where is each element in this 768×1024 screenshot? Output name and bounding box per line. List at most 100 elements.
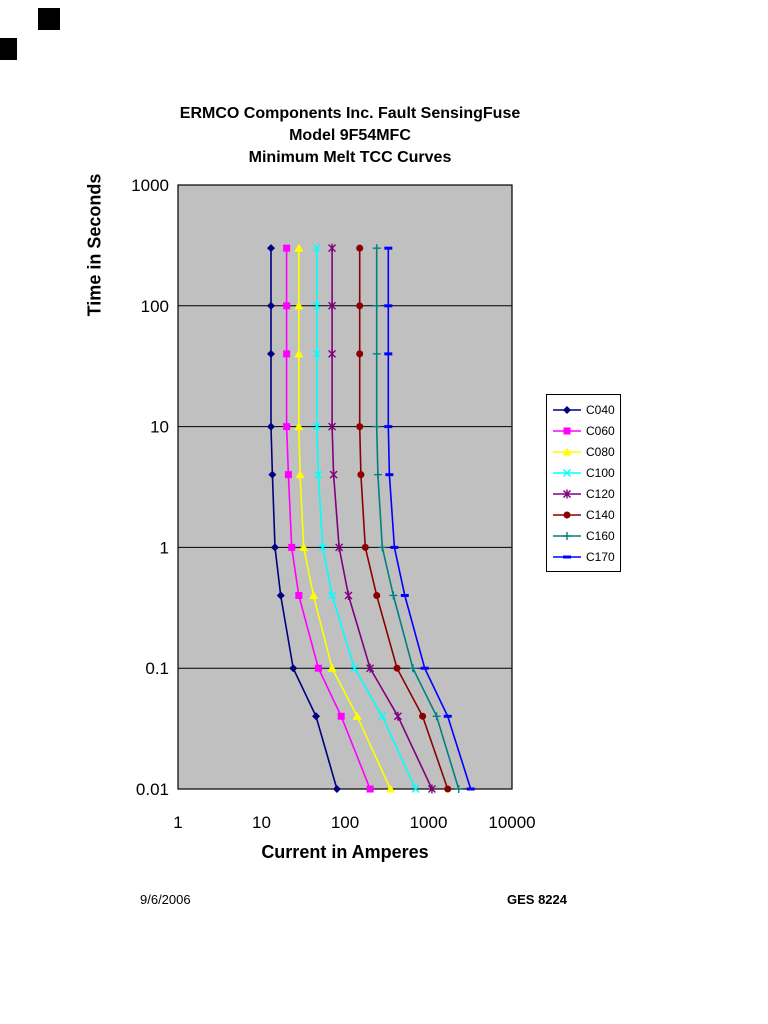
legend-label: C100 [586, 465, 615, 480]
square-marker [283, 244, 291, 252]
plus-marker [372, 349, 381, 358]
plus-marker [378, 543, 387, 552]
plus-marker [372, 301, 381, 310]
scan-artifact-mark [38, 8, 60, 30]
dash-marker [384, 352, 393, 356]
dash-marker [466, 787, 475, 791]
square-marker [295, 591, 303, 599]
legend-sample-c060 [553, 427, 581, 434]
circle-marker [356, 302, 364, 310]
plus-marker [373, 470, 382, 479]
plot-area [177, 184, 513, 790]
diamond-marker [312, 712, 321, 721]
circle-marker [356, 423, 364, 431]
dash-marker [384, 304, 393, 308]
square-marker [284, 471, 292, 479]
y-tick-label: 10 [150, 418, 169, 437]
legend-label: C060 [586, 423, 615, 438]
diamond-marker [267, 422, 276, 431]
footer-date: 9/6/2006 [140, 892, 191, 907]
legend-label: C080 [586, 444, 615, 459]
star-marker [328, 422, 337, 432]
x-tick-label: 1 [173, 813, 182, 832]
x-tick-label: 10 [252, 813, 271, 832]
dash-marker [390, 545, 399, 549]
chart-title-line2: Model 9F54MFC [289, 127, 411, 144]
legend-sample-c140 [553, 511, 581, 518]
x-marker [312, 301, 321, 310]
triangle-marker [295, 470, 305, 479]
triangle-marker [327, 663, 337, 672]
legend-sample-c170 [553, 555, 581, 558]
triangle-marker [309, 590, 319, 599]
square-marker [314, 664, 322, 672]
star-marker [344, 590, 353, 600]
legend-label: C140 [586, 507, 615, 522]
x-marker [328, 591, 337, 600]
x-tick-label: 100 [331, 813, 359, 832]
star-marker [329, 470, 338, 480]
square-marker [563, 427, 571, 434]
star-marker [393, 711, 402, 721]
plus-marker [389, 591, 398, 600]
triangle-marker [294, 349, 304, 358]
plus-marker [408, 664, 417, 673]
circle-marker [361, 543, 369, 551]
x-tick-label: 1000 [410, 813, 448, 832]
star-marker [328, 243, 337, 253]
square-marker [283, 302, 291, 310]
y-tick-label: 0.1 [145, 659, 169, 678]
legend-item-c040: C040 [552, 399, 615, 420]
chart-title-line1: ERMCO Components Inc. Fault SensingFuse [179, 105, 521, 122]
triangle-marker [294, 422, 304, 431]
chart-title: ERMCO Components Inc. Fault SensingFuse … [100, 103, 600, 169]
y-tick-label: 1 [160, 538, 169, 557]
square-marker [288, 543, 296, 551]
legend-item-c160: C160 [552, 525, 615, 546]
diamond-marker [267, 349, 276, 358]
dash-marker [443, 714, 452, 718]
diamond-marker [267, 244, 276, 253]
plus-marker [432, 712, 441, 721]
legend-item-c170: C170 [552, 546, 615, 567]
dash-marker [563, 555, 571, 558]
square-marker [283, 423, 291, 431]
diamond-marker [289, 664, 298, 673]
series-line-c100 [315, 248, 417, 790]
x-marker [563, 468, 571, 477]
legend-sample-c100 [553, 468, 581, 477]
diamond-marker [270, 543, 279, 552]
scan-artifact-mark [0, 38, 17, 60]
triangle-marker [385, 784, 395, 793]
x-tick-label: 10000 [488, 813, 535, 832]
legend-sample-c120 [553, 489, 581, 498]
x-marker [411, 785, 420, 793]
triangle-marker [294, 301, 304, 310]
square-marker [337, 712, 345, 720]
plus-marker [454, 785, 463, 793]
triangle-marker [299, 542, 309, 551]
dash-marker [420, 666, 429, 670]
legend-item-c100: C100 [552, 462, 615, 483]
legend-label: C120 [586, 486, 615, 501]
plus-marker [372, 422, 381, 431]
star-marker [335, 542, 344, 552]
x-marker [378, 712, 387, 721]
circle-marker [373, 591, 381, 599]
dash-marker [384, 246, 393, 250]
x-marker [312, 349, 321, 358]
plus-marker [372, 244, 381, 253]
chart-title-line3: Minimum Melt TCC Curves [248, 149, 452, 166]
triangle-marker [294, 243, 304, 252]
y-tick-label: 100 [141, 297, 169, 316]
star-marker [328, 349, 337, 359]
y-tick-label: 1000 [131, 176, 169, 195]
series-line-c040 [270, 248, 338, 790]
circle-marker [419, 712, 427, 720]
series-line-c080 [297, 248, 392, 790]
triangle-marker [352, 711, 362, 720]
star-marker [427, 784, 436, 794]
footer-doc-ref: GES 8224 [507, 892, 567, 907]
